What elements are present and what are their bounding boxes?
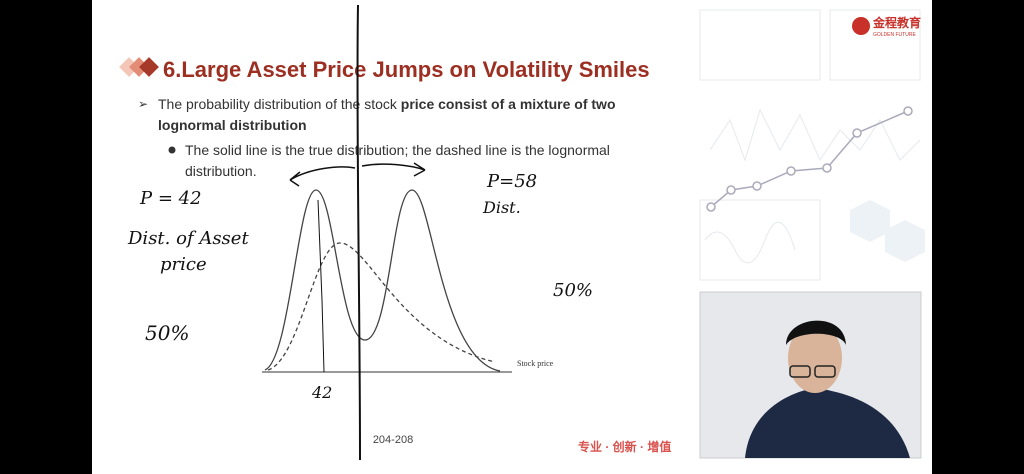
- bullet-bold: lognormal distribution: [158, 117, 307, 133]
- note: P = 42: [139, 188, 202, 209]
- true-distribution: [264, 189, 501, 372]
- sub-bullet-dot: [168, 146, 176, 154]
- logo-name: 金程教育: [872, 15, 921, 30]
- axis-label: Stock price: [517, 359, 554, 368]
- sub-bullet-text: distribution.: [185, 163, 257, 179]
- logo-icon: [852, 17, 870, 35]
- bullet-bold: price consist of a mixture of two: [401, 96, 616, 112]
- pen-arrow: [289, 166, 356, 187]
- note: P=58: [486, 171, 537, 192]
- slogan: 专业 · 创新 · 增值: [578, 439, 671, 454]
- bullet-text: The probability distribution of the stoc…: [158, 96, 616, 112]
- bullet-plain: The probability distribution of the stoc…: [158, 96, 401, 112]
- note: Dist.: [482, 198, 521, 217]
- note: price: [160, 254, 207, 275]
- pen-line: [356, 4, 361, 461]
- sub-bullet-text: The solid line is the true distribution;…: [185, 142, 610, 158]
- logo-subtitle: GOLDEN FUTURE: [873, 32, 916, 38]
- note: 42: [311, 383, 332, 402]
- pen-mark: [317, 199, 325, 373]
- decor-dots: [706, 106, 913, 212]
- note: Dist. of Asset: [127, 228, 249, 249]
- note: 50%: [553, 280, 593, 301]
- pen-arrow: [361, 162, 426, 177]
- note: 50%: [145, 321, 189, 345]
- slide-title: 6.Large Asset Price Jumps on Volatility …: [163, 57, 650, 82]
- page-number: 204-208: [373, 434, 413, 446]
- background-decor: [699, 9, 925, 281]
- video-feed: [699, 291, 922, 459]
- lognormal-distribution: [267, 242, 496, 371]
- bullet-arrow: ➢: [138, 97, 148, 111]
